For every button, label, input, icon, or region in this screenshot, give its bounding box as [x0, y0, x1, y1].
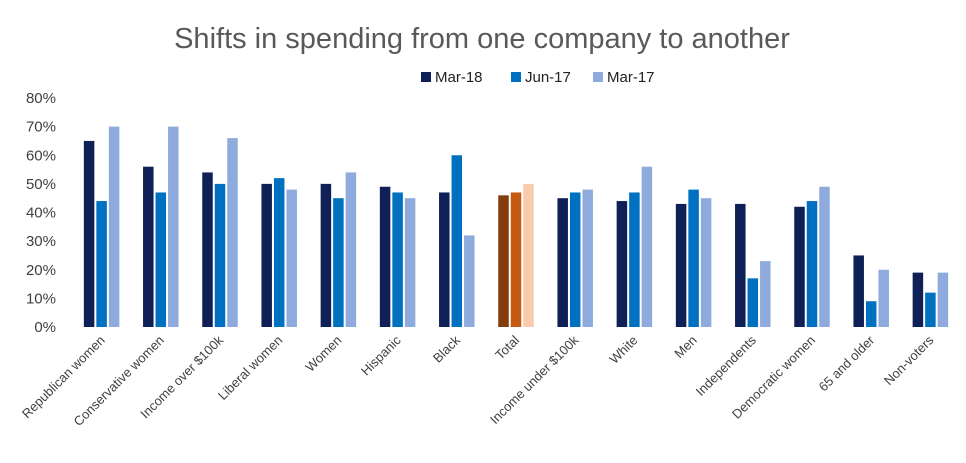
bar-mar-18-black: [439, 192, 450, 327]
bar-mar-17-income-over-100k: [227, 138, 238, 327]
bar-jun-17-income-under-100k: [569, 192, 581, 327]
legend-label: Jun-17: [525, 69, 571, 86]
y-tick-label: 20%: [26, 262, 56, 279]
bar-mar-17-total: [523, 183, 534, 327]
bar-jun-17-independents: [747, 278, 759, 327]
x-tick-label: Total: [492, 332, 522, 362]
bar-mar-18-total: [498, 195, 509, 327]
bar-mar-17-hispanic: [404, 198, 416, 327]
bar-mar-17-conservative-women: [168, 126, 179, 327]
bar-mar-17-black: [464, 235, 475, 327]
bar-mar-18-non-voters: [912, 272, 924, 327]
bar-mar-17-white: [641, 166, 653, 327]
x-tick-label: Hispanic: [358, 332, 404, 378]
bar-mar-18-men: [675, 203, 687, 327]
bar-mar-17-non-voters: [937, 272, 949, 327]
bar-jun-17-black: [451, 155, 463, 327]
bar-mar-18-independents: [735, 203, 746, 327]
chart-title: Shifts in spending from one company to a…: [174, 23, 790, 55]
bar-jun-17-income-over-100k: [214, 183, 226, 327]
bar-jun-17-non-voters: [925, 292, 936, 327]
bar-mar-18-income-over-100k: [202, 172, 213, 327]
bar-jun-17-men: [688, 189, 699, 327]
bar-mar-17-65-and-older: [878, 269, 889, 327]
legend-swatch-jun-17: [511, 72, 521, 82]
x-tick-label: Women: [302, 333, 344, 375]
y-tick-label: 60%: [26, 147, 56, 164]
bar-mar-18-liberal-women: [261, 183, 272, 327]
y-tick-label: 50%: [26, 176, 56, 193]
bar-mar-17-women: [345, 172, 357, 327]
bar-mar-18-65-and-older: [853, 255, 864, 327]
legend-swatch-mar-18: [421, 72, 431, 82]
bar-jun-17-total: [510, 192, 522, 327]
x-tick-label: White: [606, 333, 640, 367]
bar-mar-17-democratic-women: [819, 186, 830, 327]
bar-jun-17-hispanic: [392, 192, 403, 327]
bar-mar-18-republican-women: [83, 140, 95, 327]
bar-jun-17-republican-women: [96, 201, 107, 327]
x-tick-label: Men: [671, 333, 699, 361]
bar-mar-17-men: [700, 198, 712, 327]
bar-jun-17-conservative-women: [155, 192, 167, 327]
x-tick-label: Black: [430, 332, 463, 365]
legend-label: Mar-18: [435, 69, 483, 86]
x-tick-label: 65 and older: [816, 332, 878, 394]
bar-mar-18-democratic-women: [794, 206, 805, 327]
bar-mar-18-hispanic: [379, 186, 391, 327]
y-tick-label: 0%: [34, 319, 56, 336]
bar-mar-17-liberal-women: [286, 189, 297, 327]
bar-mar-18-women: [320, 183, 332, 327]
y-axis: 0% 10% 20% 30% 40% 50% 60% 70% 80%: [26, 90, 56, 336]
legend-swatch-mar-17: [593, 72, 603, 82]
y-tick-label: 80%: [26, 90, 56, 107]
y-tick-label: 30%: [26, 233, 56, 250]
bar-mar-17-independents: [760, 261, 771, 327]
bar-jun-17-65-and-older: [865, 301, 877, 327]
bar-mar-18-white: [616, 201, 628, 327]
x-tick-label: Non-voters: [881, 332, 937, 388]
legend-label: Mar-17: [607, 69, 655, 86]
bar-jun-17-democratic-women: [806, 201, 818, 327]
bars: [83, 126, 949, 327]
legend: Mar-18 Jun-17 Mar-17: [421, 69, 655, 86]
bar-jun-17-liberal-women: [273, 178, 285, 327]
bar-jun-17-white: [629, 192, 640, 327]
y-tick-label: 70%: [26, 119, 56, 136]
x-tick-label: Independents: [693, 332, 760, 399]
bar-mar-18-conservative-women: [143, 166, 154, 327]
bar-mar-17-income-under-100k: [582, 189, 593, 327]
bar-mar-18-income-under-100k: [557, 198, 568, 327]
bar-mar-17-republican-women: [108, 126, 120, 327]
y-tick-label: 10%: [26, 290, 56, 307]
y-tick-label: 40%: [26, 205, 56, 222]
bar-jun-17-women: [333, 198, 344, 327]
